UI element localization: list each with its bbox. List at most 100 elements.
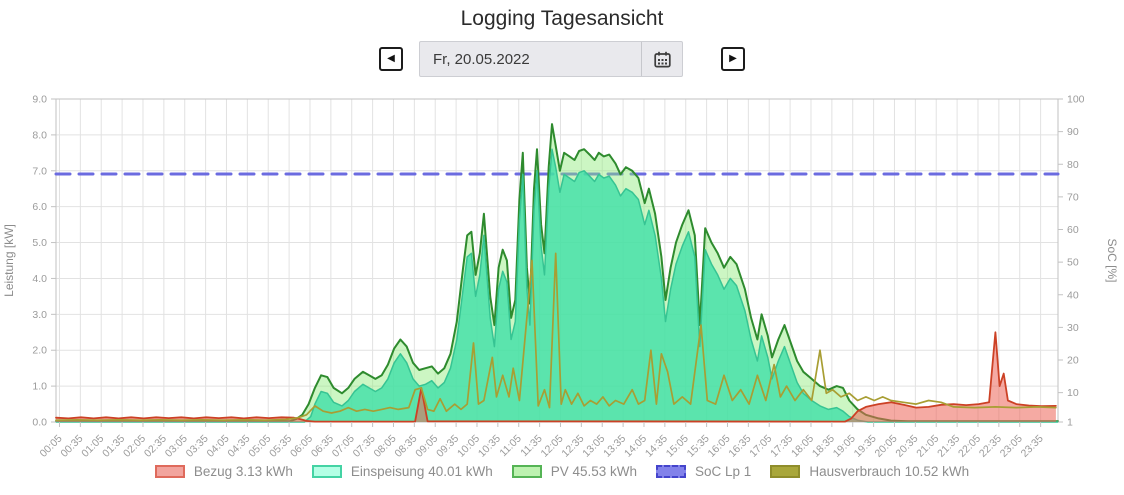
date-controls: ◀ Fr, 20.05.2022 ▶ <box>0 41 1124 77</box>
x-tick-label: 16:05 <box>706 433 733 460</box>
x-tick-label: 22:35 <box>977 433 1004 460</box>
x-tick-label: 10:05 <box>455 433 482 460</box>
x-tick-label: 22:05 <box>956 433 983 460</box>
legend-item-2: Einspeisung 40.01 kWh <box>311 464 493 479</box>
x-tick-label: 20:35 <box>893 433 920 460</box>
x-tick-label: 19:35 <box>852 433 879 460</box>
left-tick-label: 9.0 <box>32 94 47 106</box>
x-tick-label: 01:05 <box>79 433 106 460</box>
x-tick-label: 06:05 <box>288 433 315 460</box>
chart-canvas: 0.0 1.0 2.0 3.0 4.0 5.0 6.0 7.0 8.0 9.0 1 10 20 30 40 5… <box>2 94 1119 460</box>
x-tick-label: 06:35 <box>309 433 336 460</box>
x-tick-label: 08:05 <box>372 433 399 460</box>
left-tick-label: 8.0 <box>32 129 47 141</box>
x-tick-label: 18:35 <box>810 433 837 460</box>
right-axis-title: SoC [%] <box>1105 238 1119 282</box>
x-tick-label: 10:35 <box>476 433 503 460</box>
calendar-button[interactable] <box>641 42 682 76</box>
right-tick-label: 20 <box>1067 355 1079 367</box>
left-tick-label: 4.0 <box>32 273 47 285</box>
right-tick-label: 10 <box>1067 387 1079 399</box>
x-tick-label: 05:35 <box>267 433 294 460</box>
bezug-line <box>55 331 1057 423</box>
right-tick-label: 70 <box>1067 191 1079 203</box>
x-tick-label: 20:05 <box>873 433 900 460</box>
left-tick-label: 6.0 <box>32 201 47 213</box>
x-tick-label: 05:05 <box>246 433 273 460</box>
previous-day-button[interactable]: ◀ <box>379 47 403 71</box>
x-tick-label: 01:35 <box>100 433 127 460</box>
x-tick-label: 12:05 <box>539 433 566 460</box>
left-tick-label: 2.0 <box>32 345 47 357</box>
legend-label: Einspeisung 40.01 kWh <box>350 464 493 479</box>
x-tick-label: 02:05 <box>121 433 148 460</box>
right-tick-label: 100 <box>1067 94 1085 106</box>
x-tick-label: 09:05 <box>413 433 440 460</box>
next-day-button[interactable]: ▶ <box>721 47 745 71</box>
left-tick-label: 7.0 <box>32 165 47 177</box>
right-tick-label: 50 <box>1067 257 1079 269</box>
x-tick-label: 11:35 <box>518 433 545 460</box>
legend-swatch <box>656 465 687 478</box>
legend-swatch <box>770 465 801 478</box>
x-tick-label: 18:05 <box>789 433 816 460</box>
page-title: Logging Tagesansicht <box>460 7 664 30</box>
legend-swatch <box>154 465 185 478</box>
x-tick-label: 15:35 <box>685 433 712 460</box>
x-tick-label: 00:35 <box>58 433 85 460</box>
x-tick-label: 02:35 <box>142 433 169 460</box>
x-tick-label: 04:05 <box>205 433 232 460</box>
legend-item-3: PV 45.53 kWh <box>511 464 638 479</box>
x-tick-label: 14:35 <box>643 433 670 460</box>
x-tick-label: 13:05 <box>580 433 607 460</box>
legend-label: Bezug 3.13 kWh <box>193 464 293 479</box>
left-axis-title: Leistung [kW] <box>2 224 16 297</box>
right-tick-label: 30 <box>1067 322 1079 334</box>
x-tick-label: 16:35 <box>726 433 753 460</box>
x-tick-label: 12:35 <box>559 433 586 460</box>
x-tick-label: 13:35 <box>601 433 628 460</box>
x-tick-label: 17:35 <box>768 433 795 460</box>
calendar-icon <box>653 51 671 67</box>
right-tick-label: 90 <box>1067 126 1079 138</box>
hausverbrauch-line <box>55 252 1057 422</box>
arrow-left-icon: ◀ <box>387 53 395 64</box>
x-tick-label: 07:05 <box>330 433 357 460</box>
legend-swatch <box>511 465 542 478</box>
right-tick-label: 60 <box>1067 224 1079 236</box>
x-tick-label: 03:35 <box>184 433 211 460</box>
date-input[interactable]: Fr, 20.05.2022 <box>419 41 683 77</box>
x-tick-label: 04:35 <box>225 433 252 460</box>
chart-legend: Bezug 3.13 kWh Einspeisung 40.01 kWh PV 45… <box>0 464 1124 479</box>
chart-area: 0.0 1.0 2.0 3.0 4.0 5.0 6.0 7.0 8.0 9.0 1 10 20 30 40 5… <box>0 88 1124 467</box>
arrow-right-icon: ▶ <box>729 53 737 64</box>
x-tick-label: 21:05 <box>914 433 941 460</box>
right-tick-label: 80 <box>1067 159 1079 171</box>
x-tick-label: 17:05 <box>747 433 774 460</box>
x-tick-label: 08:35 <box>392 433 419 460</box>
right-tick-label: 40 <box>1067 289 1079 301</box>
date-value: Fr, 20.05.2022 <box>433 50 530 68</box>
legend-item-5: Hausverbrauch 10.52 kWh <box>770 464 969 479</box>
x-tick-label: 07:35 <box>351 433 378 460</box>
x-tick-label: 23:35 <box>1019 433 1046 460</box>
x-tick-label: 09:35 <box>434 433 461 460</box>
x-tick-label: 15:05 <box>664 433 691 460</box>
legend-label: PV 45.53 kWh <box>550 464 638 479</box>
x-tick-label: 00:05 <box>38 433 65 460</box>
left-tick-label: 5.0 <box>32 237 47 249</box>
bezug-area <box>56 332 1056 422</box>
x-tick-label: 19:05 <box>831 433 858 460</box>
pv-line <box>55 123 1059 423</box>
legend-item-4: SoC Lp 1 <box>656 464 751 479</box>
einspeisung-line <box>55 148 1059 423</box>
left-tick-label: 0.0 <box>32 417 47 429</box>
left-tick-label: 3.0 <box>32 309 47 321</box>
left-tick-label: 1.0 <box>32 381 47 393</box>
x-tick-label: 11:05 <box>497 433 524 460</box>
legend-label: SoC Lp 1 <box>695 464 752 479</box>
x-tick-label: 14:05 <box>622 433 649 460</box>
right-tick-label: 1 <box>1067 417 1073 429</box>
legend-swatch <box>311 465 342 478</box>
